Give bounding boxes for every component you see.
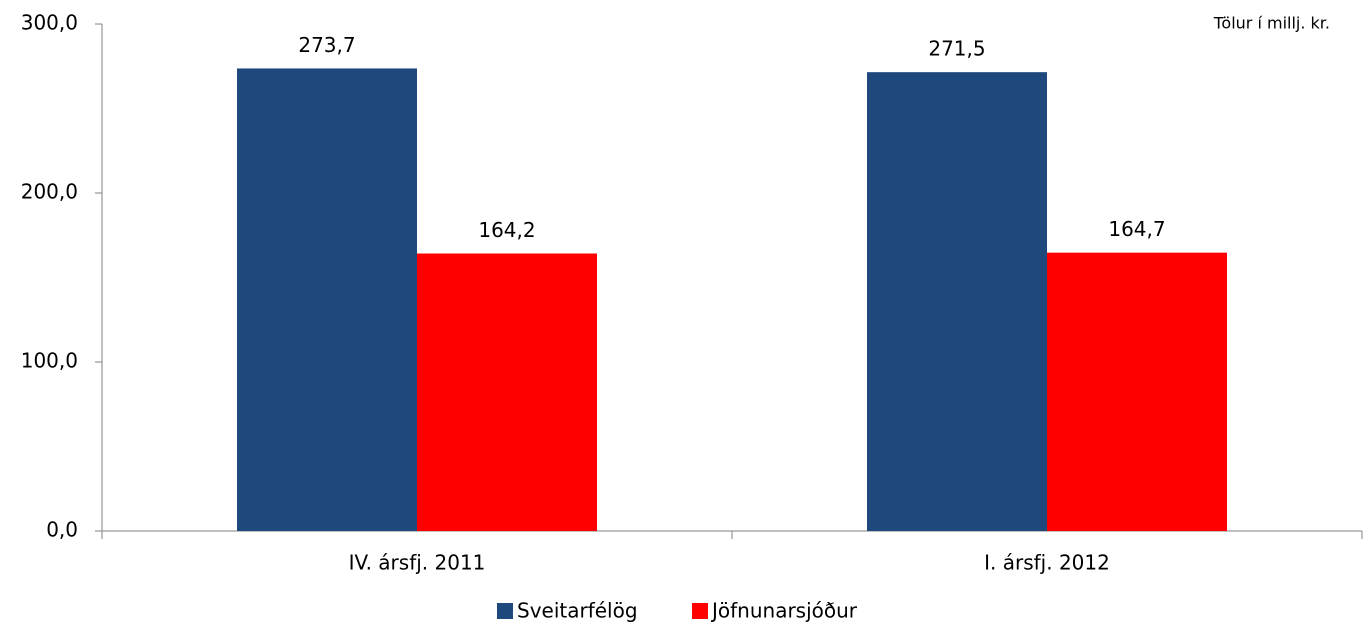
x-tick-label: IV. ársfj. 2011 [349, 551, 486, 575]
value-label: 164,7 [1108, 217, 1165, 241]
y-tick-label: 100,0 [21, 349, 78, 373]
value-label: 271,5 [928, 37, 985, 61]
bar [237, 68, 417, 532]
legend-label: Sveitarfélög [517, 599, 638, 623]
annotation: Tölur í millj. kr. [1213, 14, 1330, 33]
y-tick-label: 0,0 [46, 518, 78, 542]
x-tick-label: I. ársfj. 2012 [984, 551, 1110, 575]
value-label: 273,7 [298, 33, 355, 57]
legend-label: Jöfnunarsjóður [710, 599, 858, 623]
legend-swatch [497, 603, 513, 619]
value-label: 164,2 [478, 218, 535, 242]
bar [867, 72, 1047, 531]
y-tick-label: 200,0 [21, 180, 78, 204]
legend-swatch [692, 603, 708, 619]
y-tick-label: 300,0 [21, 11, 78, 35]
bar [1047, 252, 1227, 532]
bar [417, 253, 597, 531]
